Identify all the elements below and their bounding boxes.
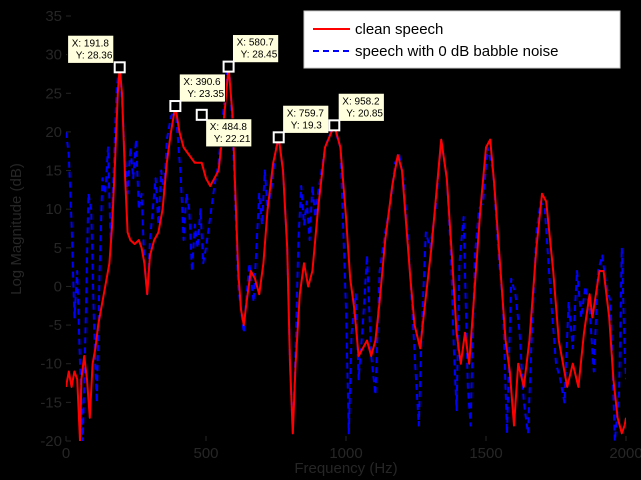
legend-label-clean-speech: clean speech [355,21,443,38]
datatip-box [178,73,226,103]
y-tick-label: 30 [45,47,62,64]
datatip-marker [113,61,126,74]
y-tick-label: -10 [40,356,62,373]
datatip-box [337,92,385,122]
datatip-marker [222,60,235,73]
series-line-clean-speech [66,65,626,441]
legend-label-noisy-speech: speech with 0 dB babble noise [355,43,558,60]
datatip-x-label: X: 191.8 [72,38,110,49]
datatips: X: 191.8Y: 28.36 X: 390.6Y: 23.35 X: 484.8… [67,34,385,148]
y-tick-label: 35 [45,8,62,25]
datatip-y-label: Y: 22.21 [214,134,251,145]
datatip-y-label: Y: 23.35 [187,89,224,100]
datatip-box [67,34,115,64]
series-line-noisy-speech [66,61,626,441]
datatip-marker [272,131,285,144]
datatip-x-label: X: 958.2 [342,96,380,107]
x-tick-label: 2000 [609,445,641,462]
datatip-x-label: X: 390.6 [183,77,221,88]
y-tick-label: -15 [40,394,62,411]
axes: 0 500 1000 1500 2000 -20 -15 -10 -5 0 5 10 15 20 25 30 3… [40,8,641,462]
datatip-x-label: X: 580.7 [237,38,275,49]
datatip-box [205,118,253,148]
y-tick-label: -5 [49,317,62,334]
y-tick-label: 0 [54,278,62,295]
y-tick-label: 10 [45,201,62,218]
datatip-x-label: X: 484.8 [210,122,248,133]
datatip-y-label: Y: 20.85 [346,108,383,119]
y-tick-label: 20 [45,124,62,141]
datatip-marker [328,119,341,132]
x-tick-label: 1500 [469,445,502,462]
x-axis-title: Frequency (Hz) [294,460,397,477]
datatip-marker [195,108,208,121]
y-tick-label: 25 [45,85,62,102]
datatip-x-label: X: 759.7 [287,108,325,119]
y-tick-label: 15 [45,163,62,180]
datatip-y-label: Y: 28.45 [241,50,278,61]
datatip-y-label: Y: 28.36 [76,50,113,61]
legend-box [303,10,621,69]
datatip-box [232,34,279,64]
y-tick-label: 5 [54,240,62,257]
y-axis-title: Log Magnitude (dB) [8,163,25,295]
x-tick-label: 0 [62,445,70,462]
legend: clean speech speech with 0 dB babble noi… [303,10,621,69]
datatip-marker [169,100,182,113]
x-tick-label: 500 [193,445,218,462]
datatip-box [282,104,330,134]
datatip-y-label: Y: 19.3 [291,120,323,131]
x-tick-label: 1000 [329,445,362,462]
series-layer [66,61,626,441]
y-tick-label: -20 [40,433,62,450]
